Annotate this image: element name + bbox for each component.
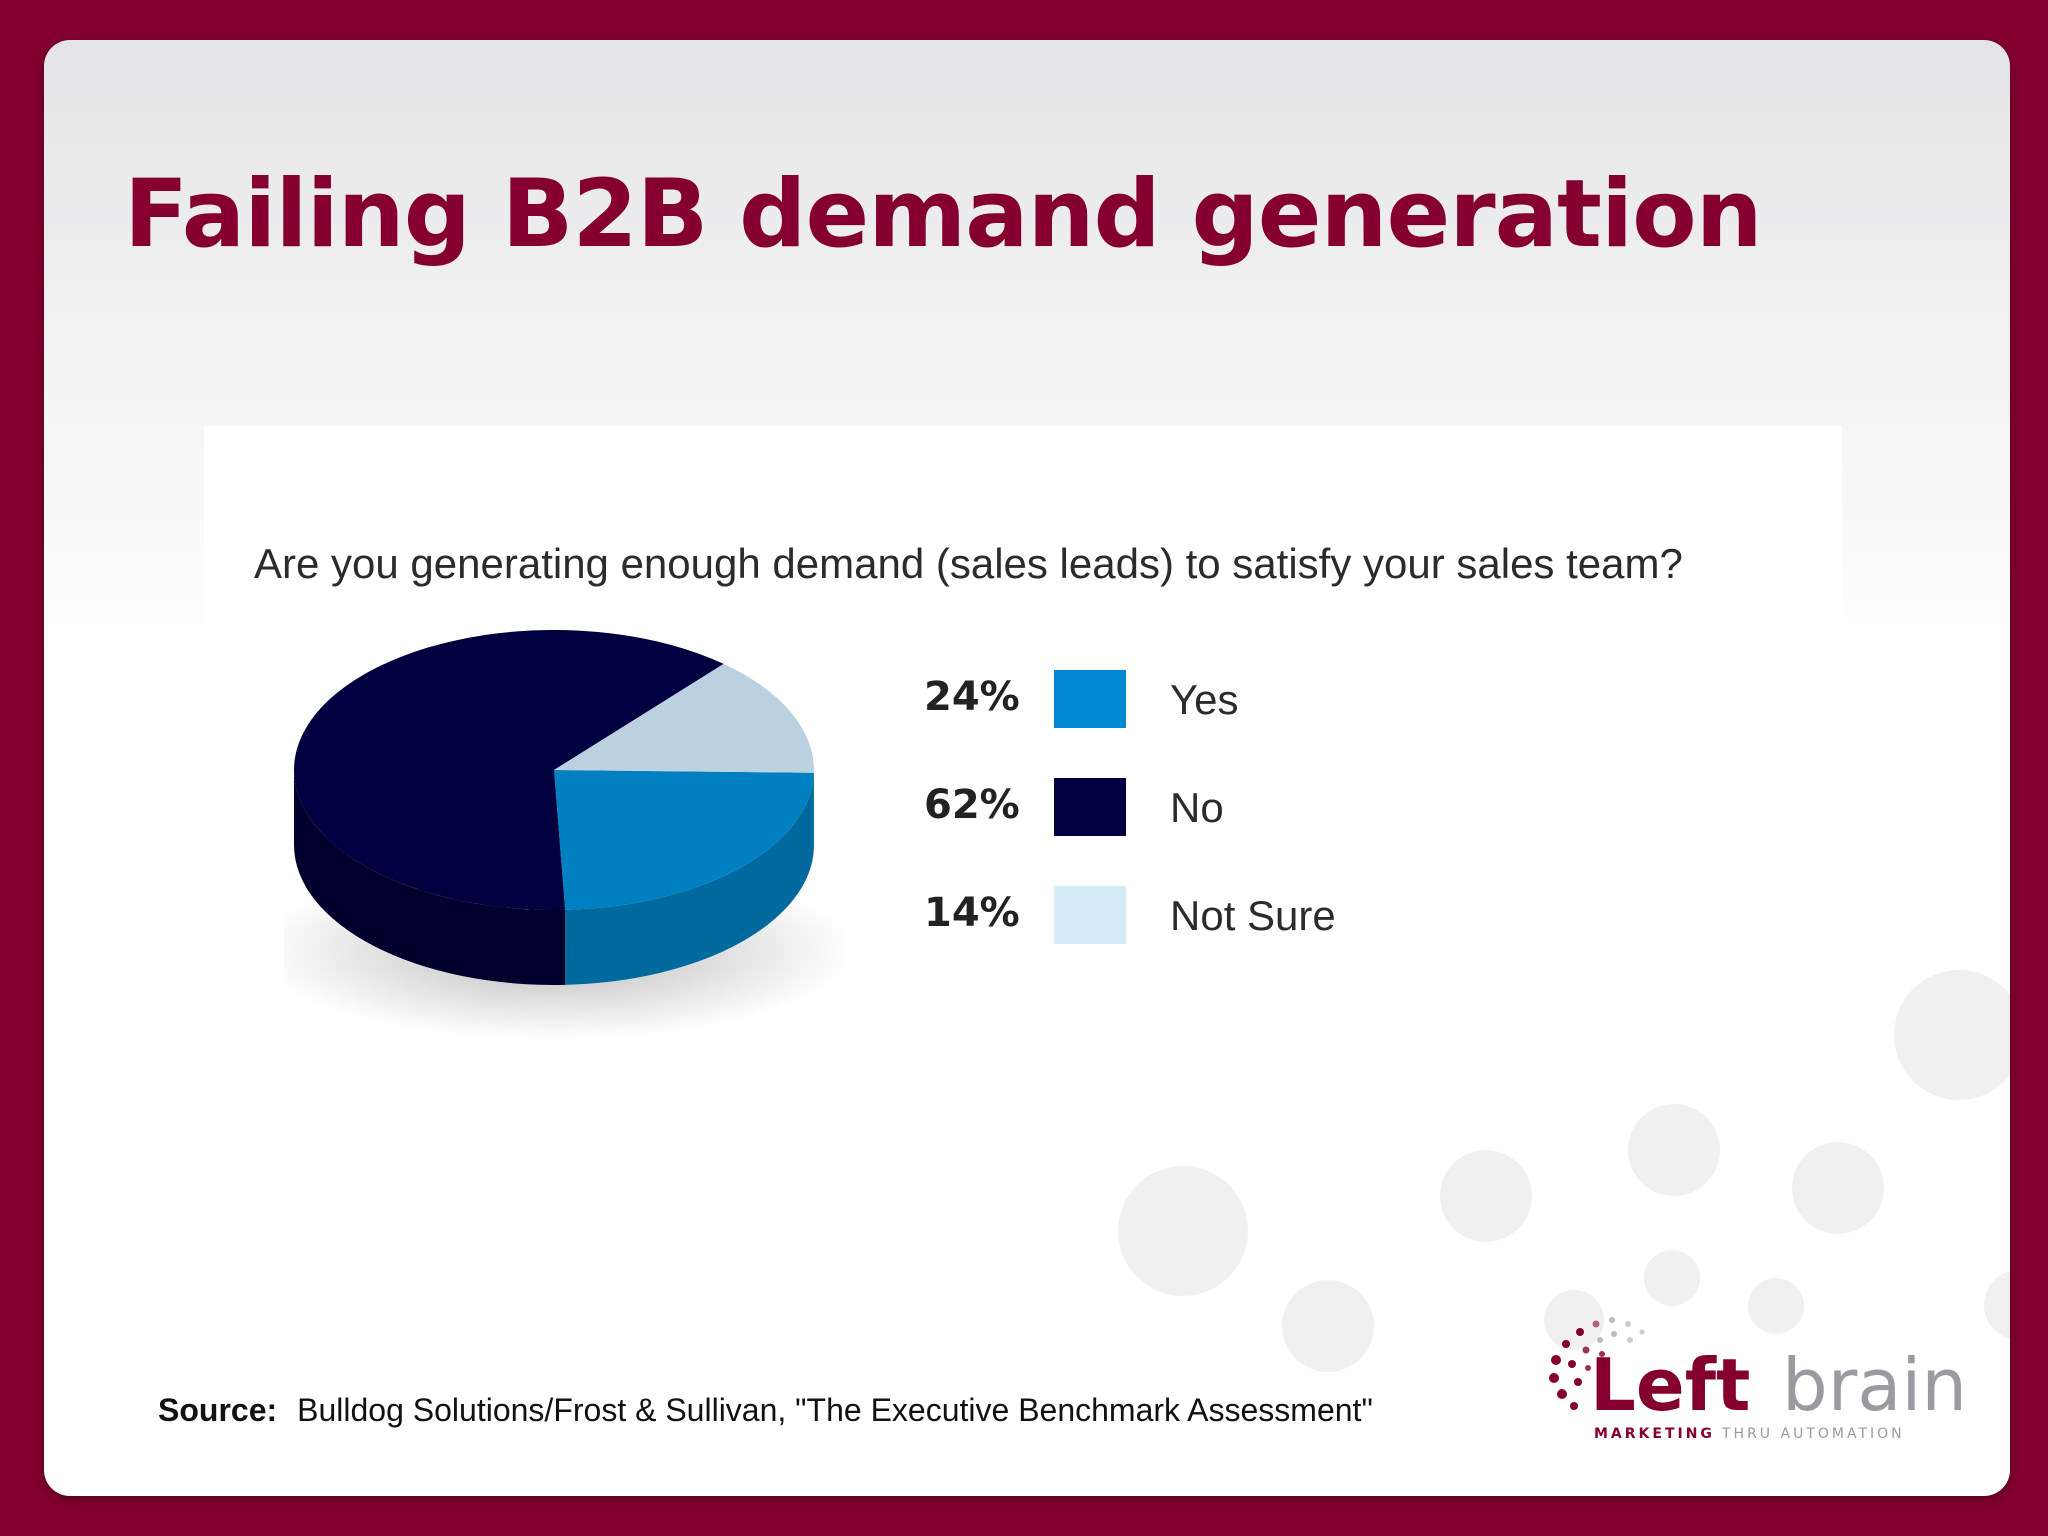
logo-dots (1549, 1317, 1645, 1410)
pie-slice-yes (554, 770, 814, 910)
decor-bubble (1544, 1290, 1604, 1350)
chart-title: Are you generating enough demand (sales … (254, 540, 1683, 587)
legend-item-no: 62% No (924, 778, 1424, 838)
pie-slice-not-sure (554, 663, 814, 773)
logo-name-bold: Left (1590, 1343, 1750, 1427)
slide: Failing B2B demand generation Are you ge… (44, 40, 2010, 1496)
legend-swatch-yes (1054, 670, 1126, 728)
pie-slice-no (294, 630, 724, 910)
decor-bubble (1984, 1270, 2010, 1340)
legend-value: 24% (924, 674, 1020, 720)
decor-bubble (1628, 1104, 1720, 1196)
pie-tops (294, 630, 814, 910)
decor-bubble (1118, 1166, 1248, 1296)
slide-title: Failing B2B demand generation (124, 160, 1763, 269)
pie-chart (254, 620, 854, 1040)
logo-name-light: brain (1782, 1343, 1964, 1427)
pie-sides (294, 770, 814, 985)
legend-item-yes: 24% Yes (924, 670, 1424, 730)
logo-tagline-b: THRU AUTOMATION (1721, 1426, 1905, 1442)
legend-swatch-no (1054, 778, 1126, 836)
legend-value: 62% (924, 782, 1020, 828)
legend-value: 14% (924, 890, 1020, 936)
legend-label: Yes (1170, 676, 1239, 723)
decor-bubble (1282, 1280, 1374, 1372)
pie-side-no (294, 770, 566, 985)
source-label: Source: (158, 1392, 278, 1428)
legend-label: Not Sure (1170, 892, 1336, 939)
source-text: Bulldog Solutions/Frost & Sullivan, "The… (297, 1392, 1373, 1428)
pie-side-yes (565, 772, 814, 985)
decor-bubble (1748, 1278, 1804, 1334)
logo-mark: Left brain MARKETING THRU AUTOMATION (1549, 1317, 1967, 1442)
logo-tagline-a: MARKETING (1594, 1426, 1715, 1442)
legend-swatch-not-sure (1054, 886, 1126, 944)
legend-item-not-sure: 14% Not Sure (924, 886, 1424, 946)
decor-bubble (1792, 1142, 1884, 1234)
pie-svg (254, 630, 854, 1040)
decor-bubble (1894, 970, 2010, 1100)
leftbrain-logo: Left brain MARKETING THRU AUTOMATION (1544, 1302, 1967, 1452)
legend-label: No (1170, 784, 1224, 831)
source-citation: Source: Bulldog Solutions/Frost & Sulliva… (158, 1392, 1373, 1429)
decor-bubble (1440, 1150, 1532, 1242)
decor-bubble (1644, 1250, 1700, 1306)
